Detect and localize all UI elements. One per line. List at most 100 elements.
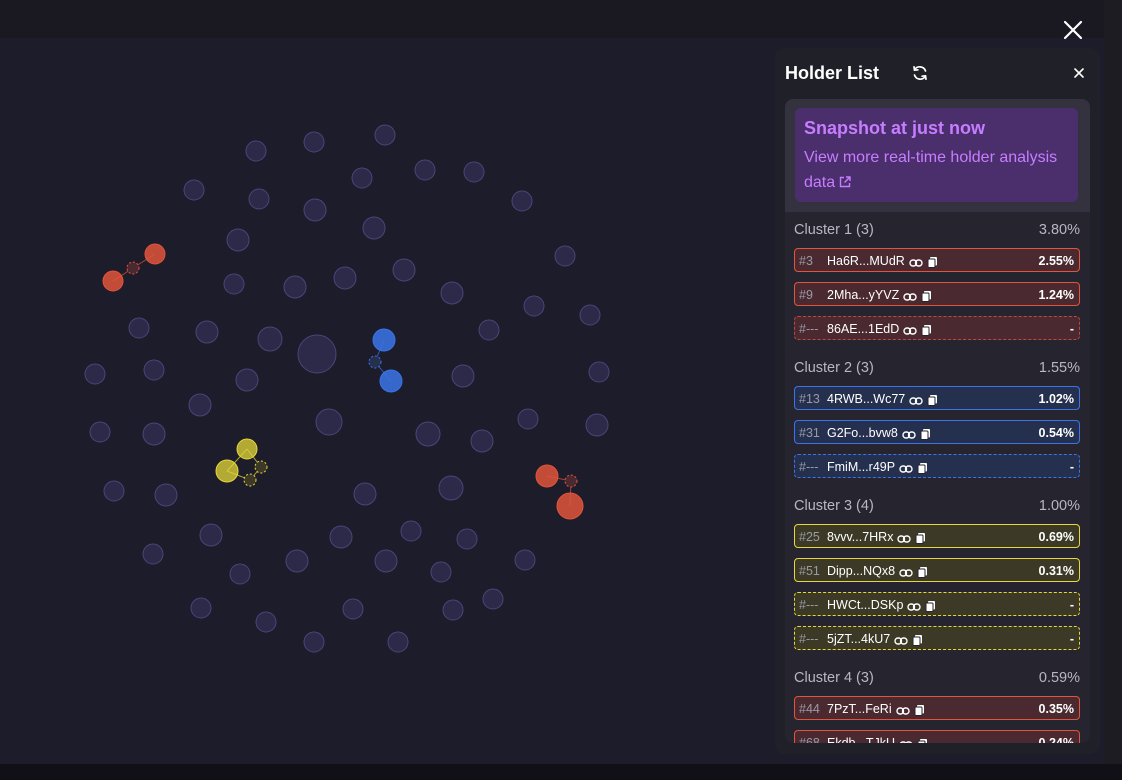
cluster-bubble[interactable] — [564, 474, 578, 488]
holder-bubble[interactable] — [392, 258, 416, 282]
holder-row[interactable]: #44 7PzT...FeRi 0.35% — [794, 696, 1080, 720]
holder-bubble[interactable] — [588, 361, 610, 383]
cluster-header[interactable]: Cluster 2 (3) 1.55% — [794, 350, 1080, 386]
holder-bubble[interactable] — [415, 421, 441, 447]
holder-bubble[interactable] — [400, 520, 422, 542]
holder-bubble[interactable] — [517, 408, 539, 430]
holder-row[interactable]: #--- FmiM...r49P - — [794, 454, 1080, 478]
cluster-bubble[interactable] — [126, 261, 140, 275]
holder-bubble[interactable] — [235, 368, 259, 392]
holder-bubble[interactable] — [223, 273, 245, 295]
bubble-map-graph[interactable] — [0, 38, 770, 764]
holder-row[interactable]: #3 Ha6R...MUdR 2.55% — [794, 248, 1080, 272]
holder-bubble[interactable] — [188, 393, 212, 417]
holder-address[interactable]: 5jZT...4kU7 — [827, 632, 923, 648]
copy-icon[interactable] — [917, 566, 928, 578]
close-icon[interactable] — [1060, 17, 1086, 43]
holder-bubble[interactable] — [199, 523, 223, 547]
holder-address[interactable]: FmiM...r49P — [827, 460, 928, 476]
copy-icon[interactable] — [927, 256, 938, 268]
holder-bubble[interactable] — [342, 598, 364, 620]
holder-bubble[interactable] — [128, 317, 150, 339]
holder-address[interactable]: 7PzT...FeRi — [827, 702, 925, 718]
cluster-bubble[interactable] — [102, 270, 124, 292]
holder-bubble[interactable] — [142, 543, 164, 565]
holder-list-scroll[interactable]: Snapshot at just now View more real-time… — [785, 99, 1090, 743]
copy-icon[interactable] — [927, 394, 938, 406]
holder-bubble[interactable] — [84, 363, 106, 385]
link-icon[interactable] — [903, 326, 917, 336]
holder-bubble[interactable] — [226, 228, 250, 252]
holder-bubble[interactable] — [440, 281, 464, 305]
holder-row[interactable]: #68 Ekdb...TJkU 0.24% — [794, 730, 1080, 743]
copy-icon[interactable] — [917, 462, 928, 474]
copy-icon[interactable] — [921, 324, 932, 336]
holder-bubble[interactable] — [297, 334, 337, 374]
copy-icon[interactable] — [921, 290, 932, 302]
link-icon[interactable] — [909, 258, 923, 268]
holder-bubble[interactable] — [183, 179, 205, 201]
holder-bubble[interactable] — [303, 198, 327, 222]
holder-bubble[interactable] — [103, 480, 125, 502]
holder-bubble[interactable] — [456, 528, 478, 550]
holder-row[interactable]: #--- 86AE...1EdD - — [794, 316, 1080, 340]
holder-bubble[interactable] — [195, 320, 219, 344]
holder-row[interactable]: #51 Dipp...NQx8 0.31% — [794, 558, 1080, 582]
holder-row[interactable]: #--- 5jZT...4kU7 - — [794, 626, 1080, 650]
holder-address[interactable]: 86AE...1EdD — [827, 322, 932, 338]
cluster-bubble[interactable] — [236, 438, 258, 460]
copy-icon[interactable] — [925, 600, 936, 612]
cluster-bubble[interactable] — [368, 355, 382, 369]
holder-bubble[interactable] — [442, 599, 464, 621]
holder-bubble[interactable] — [374, 549, 398, 573]
link-icon[interactable] — [899, 740, 913, 743]
cluster-bubble[interactable] — [556, 492, 584, 520]
holder-bubble[interactable] — [523, 295, 545, 317]
holder-bubble[interactable] — [478, 319, 500, 341]
holder-address[interactable]: Ekdb...TJkU — [827, 736, 928, 743]
copy-icon[interactable] — [917, 738, 928, 743]
link-icon[interactable] — [903, 292, 917, 302]
holder-bubble[interactable] — [257, 326, 283, 352]
holder-bubble[interactable] — [285, 549, 309, 573]
holder-bubble[interactable] — [351, 167, 373, 189]
holder-bubble[interactable] — [353, 482, 377, 506]
holder-bubble[interactable] — [585, 413, 609, 437]
holder-bubble[interactable] — [248, 188, 270, 210]
holder-bubble[interactable] — [303, 631, 325, 653]
holder-row[interactable]: #13 4RWB...Wc77 1.02% — [794, 386, 1080, 410]
refresh-icon[interactable] — [911, 64, 929, 82]
holder-address[interactable]: Dipp...NQx8 — [827, 564, 928, 580]
holder-bubble[interactable] — [438, 475, 464, 501]
holder-address[interactable]: 8vvv...7HRx — [827, 530, 926, 546]
copy-icon[interactable] — [914, 704, 925, 716]
holder-bubble[interactable] — [303, 131, 325, 153]
holder-bubble[interactable] — [554, 245, 576, 267]
holder-bubble[interactable] — [143, 359, 165, 381]
cluster-bubble[interactable] — [215, 459, 239, 483]
cluster-header[interactable]: Cluster 1 (3) 3.80% — [794, 212, 1080, 248]
cluster-bubble[interactable] — [379, 369, 403, 393]
cluster-bubble[interactable] — [243, 473, 257, 487]
cluster-header[interactable]: Cluster 3 (4) 1.00% — [794, 488, 1080, 524]
holder-bubble[interactable] — [430, 561, 452, 583]
holder-bubble[interactable] — [89, 421, 111, 443]
holder-bubble[interactable] — [333, 266, 357, 290]
holder-bubble[interactable] — [374, 124, 396, 146]
holder-bubble[interactable] — [451, 364, 475, 388]
cluster-bubble[interactable] — [254, 460, 268, 474]
link-icon[interactable] — [897, 534, 912, 544]
holder-bubble[interactable] — [362, 216, 386, 240]
link-icon[interactable] — [895, 706, 910, 716]
copy-icon[interactable] — [920, 428, 931, 440]
holder-bubble[interactable] — [579, 304, 601, 326]
holder-row[interactable]: #9 2Mha...yYVZ 1.24% — [794, 282, 1080, 306]
link-icon[interactable] — [909, 396, 923, 406]
holder-bubble[interactable] — [387, 631, 409, 653]
holder-bubble[interactable] — [245, 140, 267, 162]
holder-address[interactable]: HWCt...DSKp — [827, 598, 936, 614]
link-icon[interactable] — [907, 602, 922, 612]
holder-address[interactable]: Ha6R...MUdR — [827, 254, 938, 270]
panel-close-icon[interactable] — [1071, 65, 1087, 81]
holder-bubble[interactable] — [229, 563, 251, 585]
